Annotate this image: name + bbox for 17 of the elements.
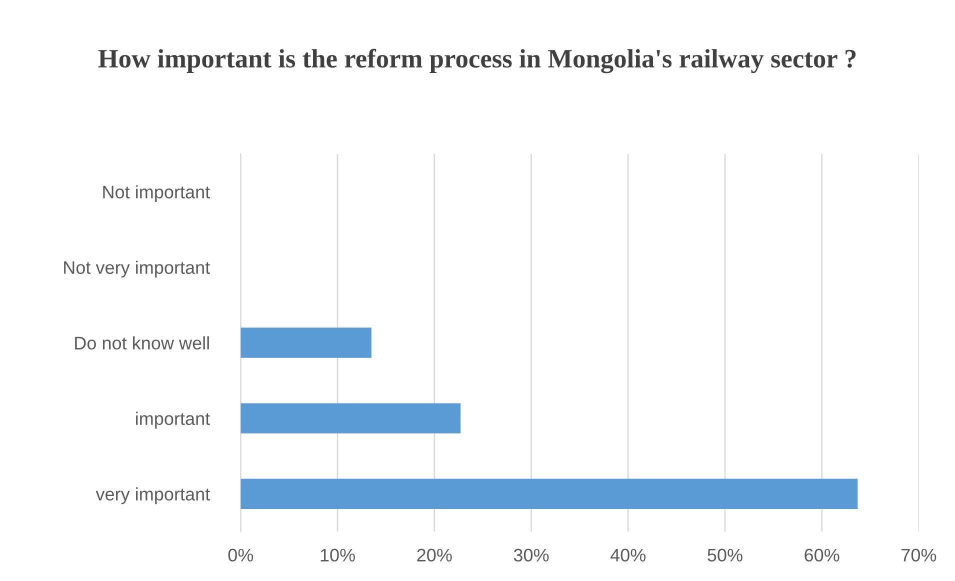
- x-tick-label: 70%: [902, 548, 936, 562]
- y-tick-label: Not important: [103, 185, 210, 202]
- bar: [240, 403, 461, 434]
- x-tick-label: 20%: [417, 548, 452, 562]
- y-tick-label: important: [136, 412, 210, 429]
- x-tick-label: 10%: [320, 548, 355, 562]
- bar: [240, 478, 858, 509]
- x-tick-label: 60%: [804, 548, 840, 562]
- x-tick-label: 40%: [610, 548, 646, 562]
- y-tick-label: Not very important: [64, 260, 210, 278]
- y-tick-label: Do not know well: [75, 336, 209, 350]
- x-tick-label: 30%: [514, 548, 549, 562]
- y-tick-label: very important: [96, 487, 210, 504]
- x-tick-label: 50%: [708, 548, 742, 562]
- x-tick-label: 0%: [228, 548, 254, 562]
- chart-title: How important is the reform process in Mongolia's railway sector ?: [98, 48, 856, 74]
- bar: [240, 328, 372, 358]
